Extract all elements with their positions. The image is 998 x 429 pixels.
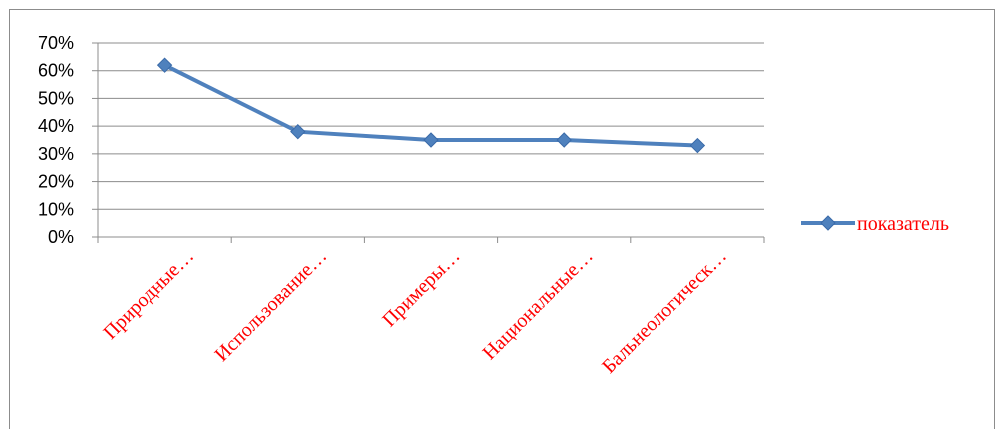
series-group [156, 57, 706, 154]
data-point [423, 132, 439, 148]
x-tick-label: Использование… [210, 245, 331, 366]
legend-label: показатель [857, 213, 949, 235]
y-tick-label: 50% [38, 88, 74, 108]
y-tick-label: 0% [48, 227, 74, 247]
data-point [556, 132, 572, 148]
legend: показатель [801, 213, 949, 235]
x-tick-label: Примеры… [378, 245, 464, 331]
y-tick-label: 40% [38, 116, 74, 136]
y-tick-label: 30% [38, 144, 74, 164]
data-point [290, 123, 306, 140]
data-point [689, 137, 706, 154]
y-tick-label: 10% [38, 199, 74, 219]
x-tick-label: Бальнеологическ… [598, 245, 731, 378]
legend-marker-swatch [820, 215, 836, 231]
x-tick-label: Природные… [99, 245, 198, 344]
x-tick-label: Национальные… [479, 245, 598, 364]
axes [92, 42, 765, 243]
y-tick-label: 70% [38, 33, 74, 53]
y-axis-ticks: 0% 10% 20% 30% 40% 50% 60% 70% [38, 33, 74, 247]
y-tick-label: 60% [38, 61, 74, 81]
data-point [156, 57, 173, 73]
y-tick-label: 20% [38, 172, 74, 192]
gridlines [98, 42, 764, 210]
x-axis-ticks: Природные… Использование… Примеры… Национал… [99, 245, 731, 378]
